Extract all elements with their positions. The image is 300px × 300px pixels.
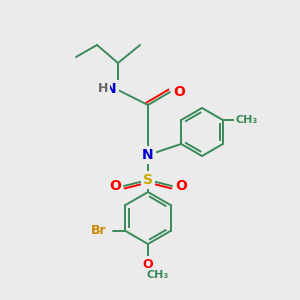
- Text: CH₃: CH₃: [236, 115, 258, 125]
- Text: O: O: [109, 179, 121, 193]
- Text: O: O: [173, 85, 185, 99]
- Text: S: S: [143, 173, 153, 187]
- Text: O: O: [175, 179, 187, 193]
- Text: H: H: [98, 82, 108, 95]
- Text: O: O: [143, 257, 153, 271]
- Text: N: N: [142, 148, 154, 162]
- Text: N: N: [105, 82, 117, 96]
- Text: Br: Br: [91, 224, 106, 238]
- Text: CH₃: CH₃: [147, 270, 169, 280]
